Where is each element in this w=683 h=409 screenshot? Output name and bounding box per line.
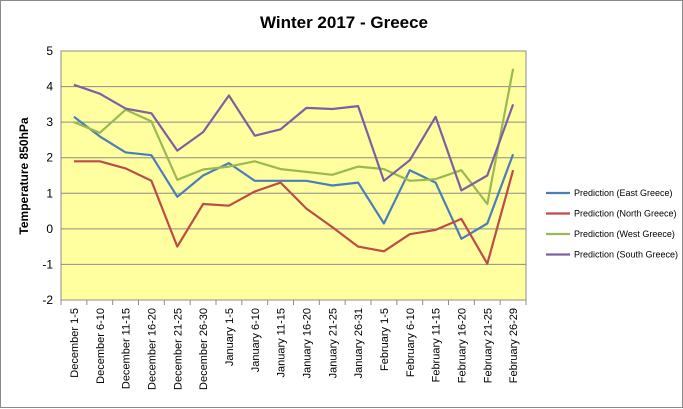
y-tick-label: 1	[46, 186, 53, 200]
x-tick-label: February 11-15	[431, 308, 443, 382]
x-tick-label: December 26-30	[198, 308, 210, 390]
legend-entry: Prediction (West Greece)	[574, 229, 675, 239]
series-line-3	[73, 68, 515, 206]
x-tick-label: January 11-15	[276, 308, 288, 378]
x-tick-label: January 6-10	[250, 308, 262, 372]
series-line-4	[73, 83, 515, 192]
x-tick-label: December 6-10	[95, 308, 107, 384]
y-tick-label: 5	[46, 44, 53, 58]
x-tick-label: February 6-10	[405, 308, 417, 377]
x-tick-label: December 11-15	[121, 308, 133, 389]
y-tick-label: 2	[46, 151, 53, 165]
x-tick-label: December 16-20	[146, 308, 158, 390]
series-line-1	[73, 115, 515, 240]
x-tick-label: January 16-20	[301, 308, 313, 378]
legend-entry: Prediction (East Greece)	[574, 188, 673, 198]
x-tick-label: February 16-20	[456, 308, 468, 383]
y-tick-label: 3	[46, 115, 53, 129]
x-tick-label: January 1-5	[224, 308, 236, 366]
y-tick-label: 0	[46, 222, 53, 236]
x-tick-label: December 21-25	[172, 308, 184, 390]
legend-entry: Prediction (South Greece)	[574, 250, 678, 260]
chart-title: Winter 2017 - Greece	[260, 13, 428, 32]
y-tick-label: -2	[42, 293, 53, 307]
x-tick-label: February 26-29	[508, 308, 520, 383]
x-tick-label: January 26-31	[353, 308, 365, 378]
y-tick-label: 4	[46, 80, 53, 94]
y-axis-label: Temperature 850hPa	[17, 117, 31, 234]
x-tick-label: February 1-5	[379, 308, 391, 371]
legend-entry: Prediction (North Greece)	[574, 209, 677, 219]
y-tick-label: -1	[42, 257, 53, 271]
x-tick-label: January 21-25	[327, 308, 339, 378]
x-tick-label: February 21-25	[482, 308, 494, 383]
series-line-2	[73, 160, 515, 265]
x-tick-label: December 1-5	[69, 308, 81, 378]
